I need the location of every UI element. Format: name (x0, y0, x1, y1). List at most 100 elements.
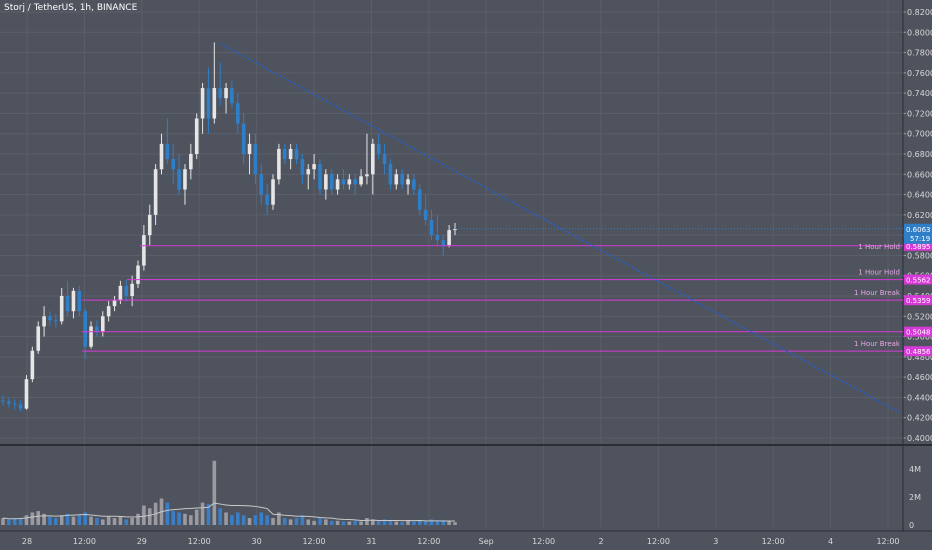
level-badge-text: 0.4856 (906, 348, 931, 356)
volume-bar (318, 518, 322, 525)
candle-body (294, 148, 299, 160)
volume-bar (12, 518, 17, 525)
volume-bar (89, 516, 93, 525)
candle-body (347, 179, 352, 185)
current-price-badge (904, 223, 932, 244)
candle-body (400, 174, 404, 185)
volume-bar (453, 522, 457, 525)
volume-bar (212, 460, 217, 525)
time-axis-label: 12:00 (762, 537, 785, 546)
volume-bar (271, 518, 275, 525)
volume-bar (200, 502, 205, 525)
volume-bar (42, 513, 46, 525)
volume-bar (282, 518, 287, 525)
volume-bar (335, 520, 340, 525)
volume-bar (147, 508, 152, 525)
candle-body (288, 148, 293, 160)
volume-bar (130, 518, 134, 525)
candle-body (71, 290, 76, 312)
candle-body (447, 230, 451, 246)
volume-bar (48, 516, 52, 525)
volume-bar (400, 522, 404, 525)
volume-bar (359, 521, 363, 525)
candle-body (42, 316, 46, 327)
volume-bar (112, 518, 117, 525)
candle-body (218, 88, 222, 99)
candle-body (341, 179, 346, 185)
candle-body (453, 229, 457, 231)
level-label: 1 Hour Break (854, 340, 901, 348)
candle-body (83, 311, 87, 347)
candle-body (136, 265, 140, 284)
candle-body (259, 174, 264, 195)
candle-body (359, 176, 363, 185)
volume-axis-label: 0 (909, 521, 914, 530)
volume-bar (236, 512, 240, 525)
candle-body (365, 174, 369, 177)
candle-body (329, 174, 334, 190)
volume-bar (100, 519, 105, 525)
volume-bar (406, 520, 410, 525)
trendline (219, 42, 901, 414)
candle-body (1, 400, 5, 402)
volume-bar (253, 515, 258, 525)
candle-body (77, 290, 82, 312)
candle-body (54, 320, 58, 322)
level-badge (904, 240, 932, 251)
candle-body (118, 285, 123, 301)
candle-body (200, 88, 205, 119)
volume-bar (194, 509, 199, 525)
level-badge-text: 0.5048 (906, 329, 931, 337)
level-badge-text: 0.5895 (906, 243, 931, 251)
volume-bar (347, 521, 352, 525)
candle-body (206, 88, 211, 119)
candle-body (324, 174, 328, 190)
time-axis-label: 12:00 (647, 537, 670, 546)
candle-body (189, 154, 193, 170)
candle-body (412, 179, 416, 190)
volume-bar (77, 515, 82, 525)
candle-body (423, 209, 428, 220)
level-badge-text: 0.5359 (906, 297, 931, 305)
candle-body (335, 179, 340, 190)
volume-bar (18, 518, 23, 525)
candle-body (153, 169, 158, 215)
current-price-countdown: 57:19 (910, 235, 930, 243)
candle-body (441, 240, 446, 246)
candle-body (159, 143, 164, 170)
volume-bar (136, 513, 140, 525)
candle-body (18, 404, 23, 409)
candle-body (371, 143, 375, 175)
volume-bar (429, 519, 434, 525)
volume-bar (341, 521, 346, 525)
level-label: 1 Hour Break (854, 289, 901, 297)
volume-bar (24, 515, 29, 525)
candle-body (282, 148, 287, 160)
volume-bar (165, 502, 170, 525)
volume-bar (300, 515, 305, 525)
volume-bar (142, 505, 146, 525)
candle-body (65, 296, 70, 312)
time-axis-label: 3 (713, 537, 718, 546)
volume-bar (388, 520, 393, 525)
volume-axis-label: 2M (909, 493, 921, 502)
volume-bar (54, 518, 58, 525)
candle-body (406, 179, 410, 185)
volume-bar (435, 520, 440, 525)
candle-body (89, 326, 93, 347)
candle-body (300, 159, 305, 175)
volume-bar (371, 519, 375, 525)
candle-body (376, 143, 381, 154)
volume-bar (218, 508, 222, 525)
